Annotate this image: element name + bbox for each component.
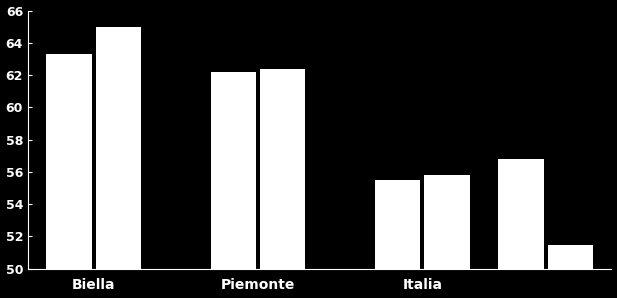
Bar — [548, 245, 593, 298]
Bar — [211, 72, 256, 298]
Bar — [424, 175, 470, 298]
Bar — [96, 27, 141, 298]
Bar — [499, 159, 544, 298]
Bar — [46, 54, 91, 298]
Bar — [375, 180, 420, 298]
Bar — [260, 69, 305, 298]
